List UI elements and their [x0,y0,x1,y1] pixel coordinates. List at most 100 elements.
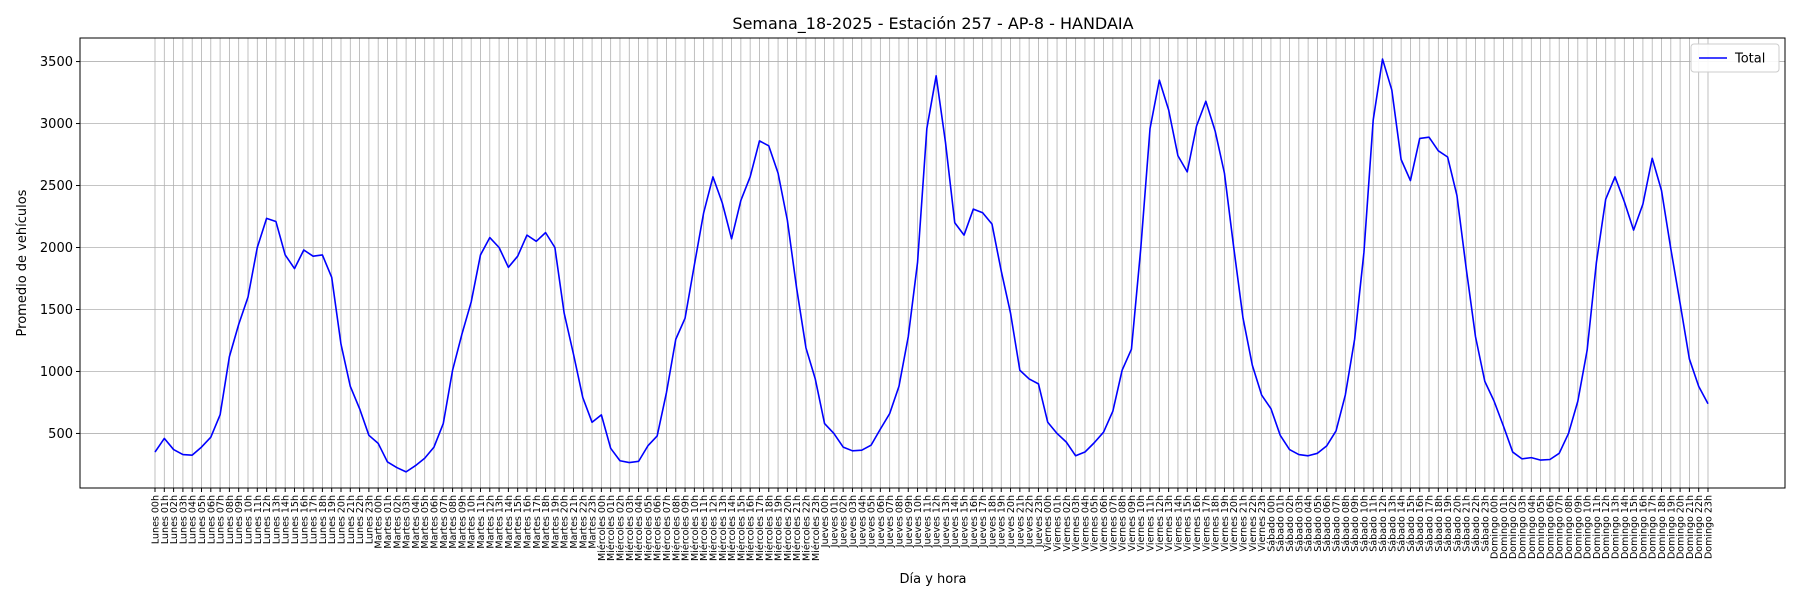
x-tick-label: Miércoles 16h [746,495,757,561]
x-tick-label: Sábado 13h [1387,495,1398,552]
x-tick-label: Domingo 08h [1564,495,1575,559]
x-tick-label: Viernes 23h [1257,495,1268,551]
x-tick-label: Sábado 00h [1266,495,1277,552]
x-tick-label: Lunes 18h [318,495,329,544]
x-tick-label: Jueves 15h [960,495,971,548]
x-tick-label: Miércoles 15h [736,495,747,561]
x-tick-label: Domingo 18h [1657,495,1668,559]
x-tick-label: Martes 16h [522,495,533,549]
x-tick-label: Lunes 03h [178,495,189,544]
x-tick-label: Domingo 23h [1704,495,1715,559]
x-tick-label: Jueves 11h [922,495,933,548]
x-tick-label: Lunes 05h [197,495,208,544]
x-tick-label: Miércoles 17h [755,495,766,561]
y-axis: 500 1000 1500 2000 2500 3000 3500 [40,55,80,442]
x-tick-label: Viernes 04h [1080,495,1091,551]
x-tick-label: Viernes 10h [1136,495,1147,551]
x-tick-label: Domingo 03h [1518,495,1529,559]
x-tick-label: Lunes 08h [225,495,236,544]
x-tick-label: Jueves 16h [969,495,980,548]
x-tick-label: Jueves 10h [913,495,924,548]
x-tick-label: Miércoles 01h [606,495,617,561]
x-tick-label: Domingo 06h [1545,495,1556,559]
x-tick-label: Viernes 09h [1127,495,1138,551]
x-tick-label: Sábado 08h [1341,495,1352,552]
x-tick-label: Viernes 22h [1248,495,1259,551]
x-tick-label: Miércoles 05h [643,495,654,561]
x-tick-label: Martes 07h [439,495,450,549]
x-tick-label: Domingo 16h [1638,495,1649,559]
x-tick-label: Miércoles 18h [764,495,775,561]
x-tick-label: Martes 19h [550,495,561,549]
x-tick-label: Jueves 03h [848,495,859,548]
x-tick-label: Viernes 19h [1220,495,1231,551]
x-tick-label: Domingo 14h [1620,495,1631,559]
x-tick-label: Miércoles 04h [634,495,645,561]
x-tick-label: Sábado 07h [1332,495,1343,552]
x-tick-label: Lunes 22h [355,495,366,544]
x-tick-label: Domingo 21h [1685,495,1696,559]
x-tick-label: Sábado 23h [1480,495,1491,552]
x-tick-label: Miércoles 23h [811,495,822,561]
x-tick-label: Martes 14h [504,495,515,549]
x-tick-label: Sábado 12h [1378,495,1389,552]
x-tick-label: Miércoles 19h [774,495,785,561]
x-tick-label: Viernes 05h [1090,495,1101,551]
x-tick-label: Jueves 05h [867,495,878,548]
x-tick-label: Sábado 21h [1462,495,1473,552]
x-tick-label: Jueves 21h [1015,495,1026,548]
series-line-total [154,58,1709,473]
x-tick-label: Jueves 19h [997,495,1008,548]
x-tick-label: Martes 21h [569,495,580,549]
x-tick-label: Domingo 17h [1648,495,1659,559]
x-tick-label: Lunes 12h [262,495,273,544]
x-tick-label: Martes 04h [411,495,422,549]
x-tick-label: Lunes 04h [188,495,199,544]
x-tick-label: Lunes 07h [216,495,227,544]
x-tick-label: Jueves 00h [820,495,831,548]
x-tick-label: Martes 23h [588,495,599,549]
x-tick-label: Miércoles 10h [690,495,701,561]
x-tick-label: Domingo 05h [1536,495,1547,559]
x-tick-label: Viernes 12h [1155,495,1166,551]
x-tick-label: Jueves 18h [987,495,998,548]
x-tick-label: Miércoles 11h [699,495,710,561]
x-tick-label: Miércoles 14h [727,495,738,561]
x-tick-label: Viernes 06h [1099,495,1110,551]
x-tick-label: Jueves 23h [1034,495,1045,548]
x-tick-label: Domingo 10h [1583,495,1594,559]
chart-title: Semana_18-2025 - Estación 257 - AP-8 - H… [732,14,1133,34]
x-tick-label: Viernes 00h [1043,495,1054,551]
x-tick-label: Viernes 13h [1164,495,1175,551]
x-tick-label: Lunes 15h [290,495,301,544]
x-tick-label: Domingo 04h [1527,495,1538,559]
x-tick-label: Viernes 17h [1201,495,1212,551]
x-tick-label: Domingo 15h [1629,495,1640,559]
x-tick-label: Lunes 11h [253,495,264,544]
x-tick-label: Martes 15h [513,495,524,549]
y-tick-label: 1000 [40,365,73,380]
x-tick-label: Domingo 11h [1592,495,1603,559]
x-tick-label: Lunes 13h [271,495,282,544]
x-tick-label: Lunes 21h [346,495,357,544]
x-tick-label: Jueves 01h [829,495,840,548]
x-tick-label: Domingo 00h [1490,495,1501,559]
x-tick-label: Domingo 12h [1601,495,1612,559]
x-tick-label: Martes 11h [476,495,487,549]
x-tick-label: Martes 20h [560,495,571,549]
x-tick-label: Jueves 09h [904,495,915,548]
x-tick-label: Lunes 02h [169,495,180,544]
x-tick-label: Viernes 15h [1183,495,1194,551]
x-tick-label: Lunes 19h [327,495,338,544]
x-tick-label: Viernes 14h [1173,495,1184,551]
x-tick-label: Sábado 05h [1313,495,1324,552]
x-tick-label: Domingo 22h [1694,495,1705,559]
x-tick-label: Lunes 00h [151,495,162,544]
legend: Total [1690,43,1780,73]
x-tick-label: Miércoles 08h [671,495,682,561]
x-tick-label: Sábado 04h [1304,495,1315,552]
y-tick-label: 3500 [40,55,73,70]
x-tick-label: Martes 09h [457,495,468,549]
